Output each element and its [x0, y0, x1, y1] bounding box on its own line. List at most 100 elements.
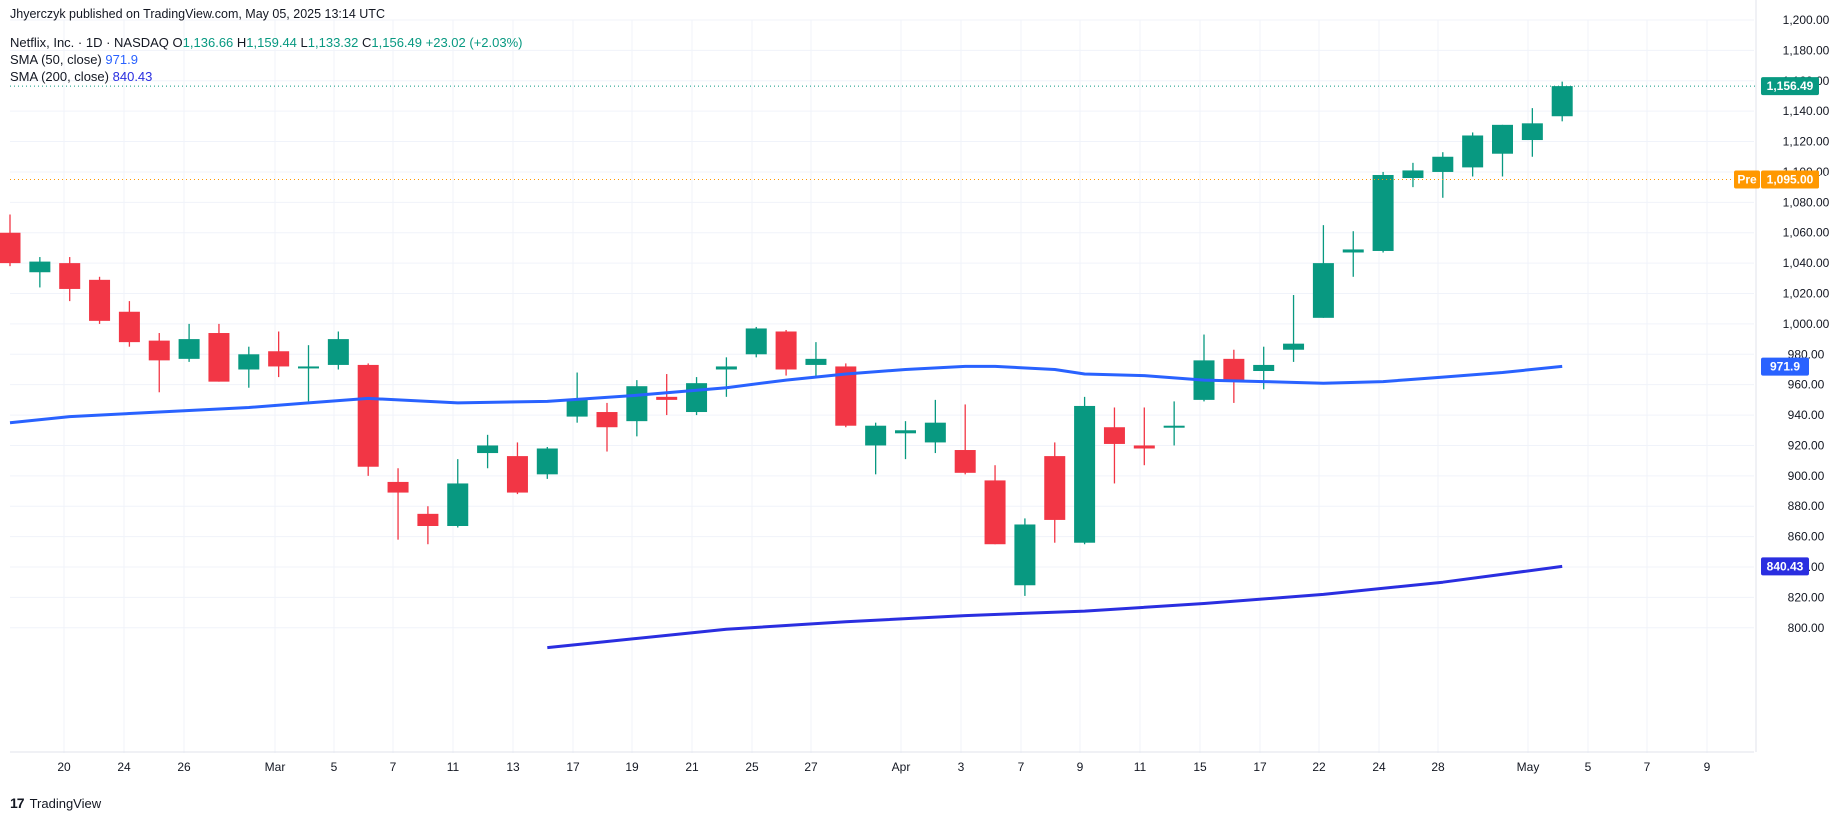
candle-up: [29, 261, 51, 273]
last-price-tag-label: 1,156.49: [1767, 79, 1814, 93]
high-value: 1,159.44: [246, 35, 297, 50]
x-tick-label: 25: [745, 760, 759, 774]
candle-down: [357, 364, 379, 467]
publisher-line: Jhyerczyk published on TradingView.com, …: [10, 7, 385, 21]
candle-up: [626, 386, 648, 422]
candle-up: [865, 425, 887, 446]
candle-up: [1283, 343, 1305, 350]
candle-up: [1253, 364, 1275, 372]
y-tick-label: 1,020.00: [1783, 287, 1830, 301]
x-tick-label: 13: [506, 760, 520, 774]
candle-down: [835, 366, 857, 426]
x-tick-label: 19: [625, 760, 639, 774]
premarket-tag-badge: [1734, 170, 1760, 189]
candle-down: [1103, 427, 1125, 444]
x-tick-label: 5: [331, 760, 338, 774]
x-tick-label: May: [1517, 760, 1540, 774]
candle-up: [1402, 170, 1424, 179]
y-tick-label: 900.00: [1788, 469, 1825, 483]
premarket-value-bg: [1761, 170, 1819, 189]
y-tick-label: 940.00: [1788, 408, 1825, 422]
sma200-price-tag-bg: [1761, 557, 1809, 576]
y-tick-label: 1,000.00: [1783, 317, 1830, 331]
candle-down: [1044, 456, 1066, 520]
x-tick-label: 26: [177, 760, 191, 774]
y-tick-label: 1,080.00: [1783, 195, 1830, 209]
sma50-legend[interactable]: SMA (50, close) 971.9: [10, 52, 138, 67]
candle-up: [715, 366, 737, 370]
candle-down: [775, 331, 797, 370]
premarket-value-label: 1,095.00: [1767, 173, 1814, 187]
last-price-tag-bg: [1761, 77, 1819, 96]
candle-up: [536, 448, 558, 475]
candle-up: [1342, 249, 1364, 253]
sma200-price-tag-label: 840.43: [1767, 559, 1804, 573]
candle-up: [1551, 86, 1573, 117]
x-tick-label: 24: [1372, 760, 1386, 774]
candle-up: [566, 399, 588, 417]
x-tick-label: 22: [1312, 760, 1326, 774]
sma50-label: SMA (50, close): [10, 52, 102, 67]
x-tick-label: 15: [1193, 760, 1207, 774]
y-tick-label: 1,120.00: [1783, 135, 1830, 149]
tradingview-footer[interactable]: 17 TradingView: [10, 795, 101, 811]
x-tick-label: 3: [958, 760, 965, 774]
candle-up: [238, 354, 260, 370]
x-tick-label: 9: [1077, 760, 1084, 774]
symbol-legend: Netflix, Inc. · 1D · NASDAQ O1,136.66 H1…: [10, 35, 522, 50]
candle-up: [924, 422, 946, 443]
x-tick-label: 17: [566, 760, 580, 774]
candle-up: [178, 339, 200, 359]
low-value: 1,133.32: [307, 35, 359, 50]
x-tick-label: 24: [117, 760, 131, 774]
candle-up: [1163, 425, 1185, 428]
candle-up: [477, 445, 499, 454]
candle-up: [1372, 174, 1394, 251]
sma200-label: SMA (200, close): [10, 69, 109, 84]
x-tick-label: 7: [390, 760, 397, 774]
candle-up: [1492, 124, 1513, 154]
high-label: H: [236, 35, 247, 50]
change-value: +23.02 (+2.03%): [425, 35, 523, 50]
candle-up: [745, 328, 767, 355]
tradingview-brand: TradingView: [29, 795, 102, 811]
y-tick-label: 880.00: [1788, 499, 1825, 513]
sma200-line: [547, 564, 1563, 650]
open-value: 1,136.66: [182, 35, 234, 50]
sma50-price-tag-bg: [1761, 357, 1809, 376]
close-label: C: [362, 35, 372, 50]
x-tick-label: 28: [1431, 760, 1445, 774]
x-tick-label: 20: [57, 760, 71, 774]
sma200-legend[interactable]: SMA (200, close) 840.43: [10, 69, 152, 84]
candle-up: [1521, 123, 1543, 141]
y-tick-label: 820.00: [1788, 590, 1825, 604]
candle-down: [596, 412, 618, 428]
candle-down: [506, 456, 528, 493]
sma200-value: 840.43: [112, 69, 153, 84]
x-tick-label: 21: [685, 760, 699, 774]
candle-up: [805, 358, 827, 365]
x-tick-label: 5: [1585, 760, 1592, 774]
y-tick-label: 1,060.00: [1783, 226, 1830, 240]
y-tick-label: 800.00: [1788, 621, 1825, 635]
candle-down: [387, 481, 409, 493]
candle-up: [327, 339, 349, 365]
y-tick-label: 1,140.00: [1783, 104, 1830, 118]
x-tick-label: 11: [447, 760, 460, 774]
candle-down: [1133, 445, 1155, 449]
candle-up: [447, 483, 469, 526]
candle-down: [954, 450, 976, 473]
sma50-value: 971.9: [105, 52, 138, 67]
x-tick-label: 7: [1644, 760, 1651, 774]
candle-up: [895, 430, 916, 434]
candle-up: [1014, 524, 1036, 586]
candle-down: [208, 333, 230, 382]
x-tick-label: 7: [1018, 760, 1025, 774]
premarket-tag-text: Pre: [1737, 173, 1757, 187]
symbol-title: Netflix, Inc. · 1D · NASDAQ: [10, 35, 169, 50]
y-tick-label: 1,200.00: [1783, 13, 1830, 27]
candle-up: [1432, 156, 1454, 172]
candle-up: [1074, 405, 1096, 543]
candle-down: [118, 311, 140, 343]
